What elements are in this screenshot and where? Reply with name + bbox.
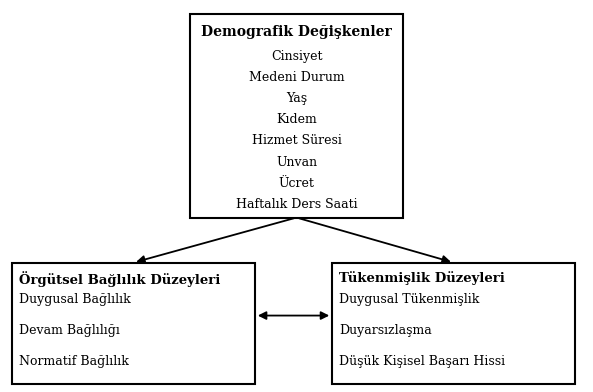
Text: Duyarsızlaşma: Duyarsızlaşma <box>339 324 432 337</box>
Text: Ücret: Ücret <box>279 177 314 190</box>
Text: Haftalık Ders Saati: Haftalık Ders Saati <box>235 198 358 211</box>
Text: Kıdem: Kıdem <box>276 113 317 126</box>
Text: Medeni Durum: Medeni Durum <box>248 71 345 84</box>
Bar <box>332 263 575 384</box>
Text: Devam Bağlılığı: Devam Bağlılığı <box>19 324 120 337</box>
Text: Demografik Değişkenler: Demografik Değişkenler <box>201 25 392 39</box>
Text: Cinsiyet: Cinsiyet <box>271 50 322 63</box>
Text: Duygusal Tükenmişlik: Duygusal Tükenmişlik <box>339 293 480 306</box>
Text: Örgütsel Bağlılık Düzeyleri: Örgütsel Bağlılık Düzeyleri <box>19 271 221 287</box>
Text: Düşük Kişisel Başarı Hissi: Düşük Kişisel Başarı Hissi <box>339 355 505 368</box>
Bar <box>190 14 403 218</box>
Text: Hizmet Süresi: Hizmet Süresi <box>251 134 342 147</box>
Text: Tükenmişlik Düzeyleri: Tükenmişlik Düzeyleri <box>339 271 505 285</box>
Text: Duygusal Bağlılık: Duygusal Bağlılık <box>19 293 130 306</box>
Bar <box>12 263 255 384</box>
Text: Normatif Bağlılık: Normatif Bağlılık <box>19 355 129 368</box>
Text: Unvan: Unvan <box>276 156 317 169</box>
Text: Yaş: Yaş <box>286 93 307 105</box>
